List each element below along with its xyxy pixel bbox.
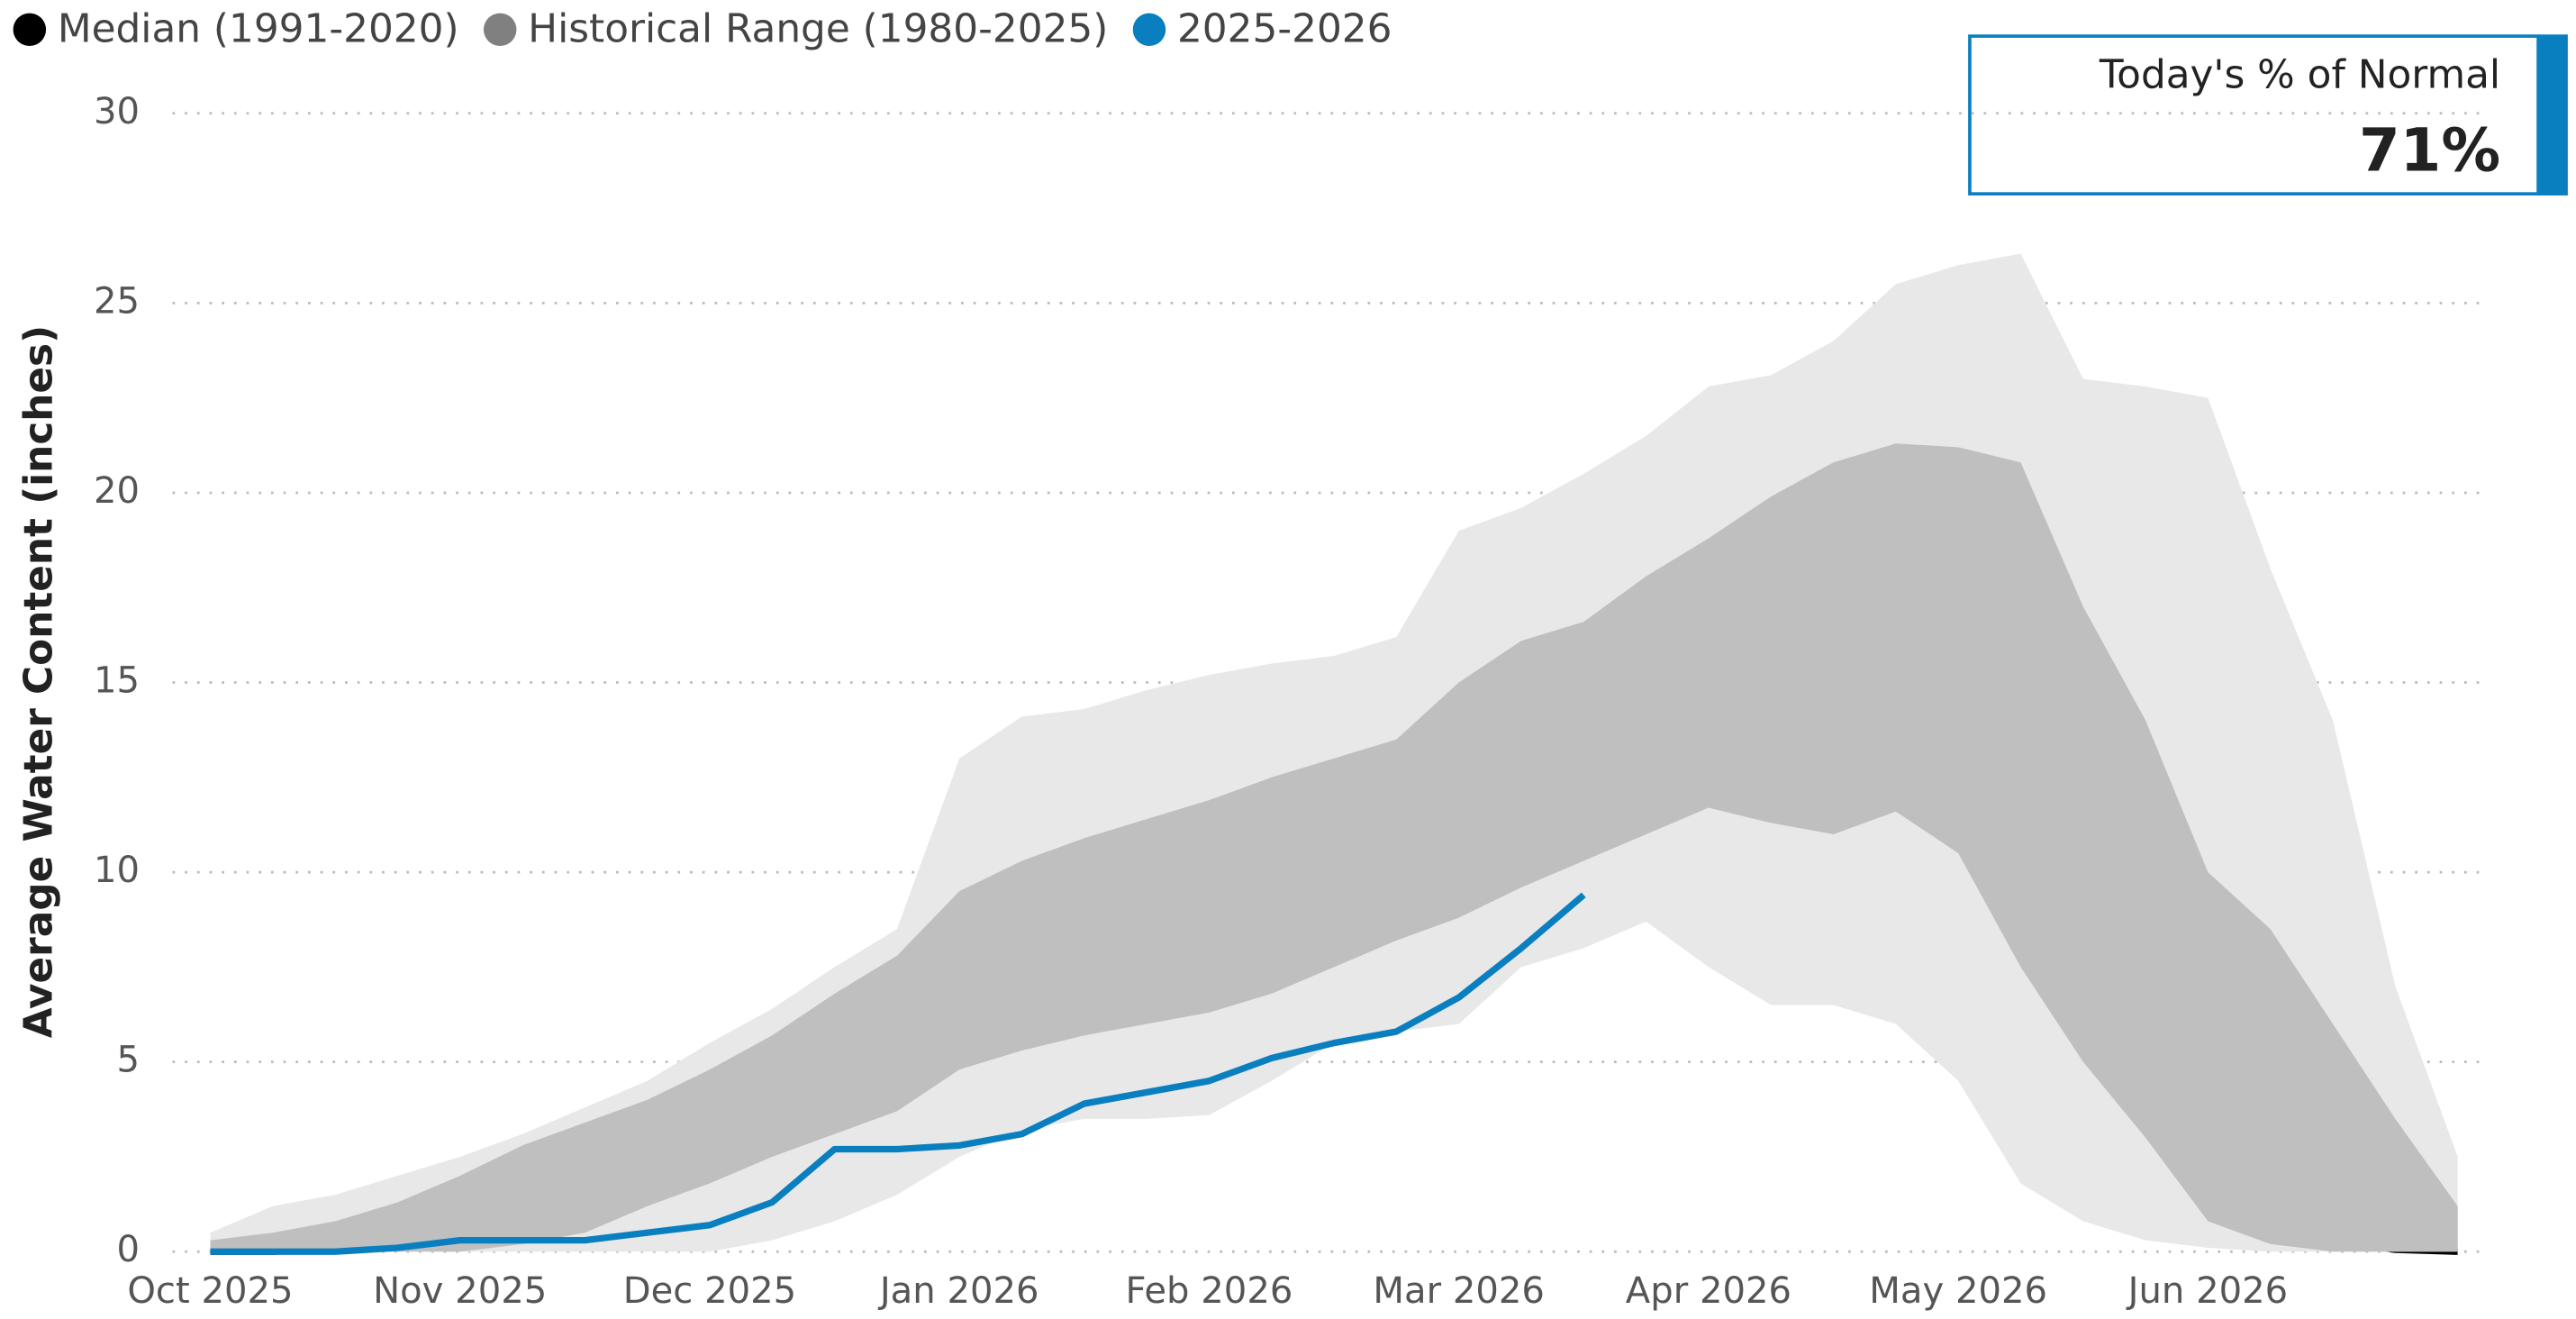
y-tick-label: 10 [94, 850, 140, 891]
y-axis-title: Average Water Content (inches) [16, 325, 62, 1038]
x-tick-label: Feb 2026 [1126, 1270, 1293, 1312]
range-band [210, 443, 2458, 1252]
x-tick-label: Jun 2026 [2126, 1270, 2289, 1312]
legend-label: Historical Range (1980-2025) [528, 6, 1108, 52]
plot-area [172, 112, 2484, 1255]
callout-value: 71% [2359, 116, 2500, 185]
x-tick-label: Oct 2025 [127, 1270, 293, 1312]
y-tick-label: 25 [94, 280, 140, 322]
callout-title: Today's % of Normal [2099, 52, 2500, 98]
legend-marker [1132, 13, 1166, 47]
legend-label: Median (1991-2020) [58, 6, 459, 52]
y-tick-label: 0 [117, 1229, 141, 1270]
legend-marker [483, 13, 517, 47]
y-tick-label: 15 [94, 660, 140, 702]
y-tick-label: 30 [94, 91, 140, 132]
x-tick-label: Dec 2025 [623, 1270, 796, 1312]
y-tick-label: 5 [117, 1040, 141, 1081]
x-tick-label: Jan 2026 [877, 1270, 1039, 1312]
callout-stripe [2538, 34, 2568, 196]
legend-marker [13, 13, 47, 47]
x-tick-label: Mar 2026 [1373, 1270, 1545, 1312]
y-tick-label: 20 [94, 470, 140, 512]
x-tick-label: May 2026 [1869, 1270, 2047, 1312]
x-tick-label: Nov 2025 [373, 1270, 547, 1312]
callout-box [1968, 34, 2540, 196]
x-tick-label: Apr 2026 [1626, 1270, 1791, 1312]
legend-label: 2025-2026 [1177, 6, 1392, 52]
series-line [210, 892, 1586, 1255]
